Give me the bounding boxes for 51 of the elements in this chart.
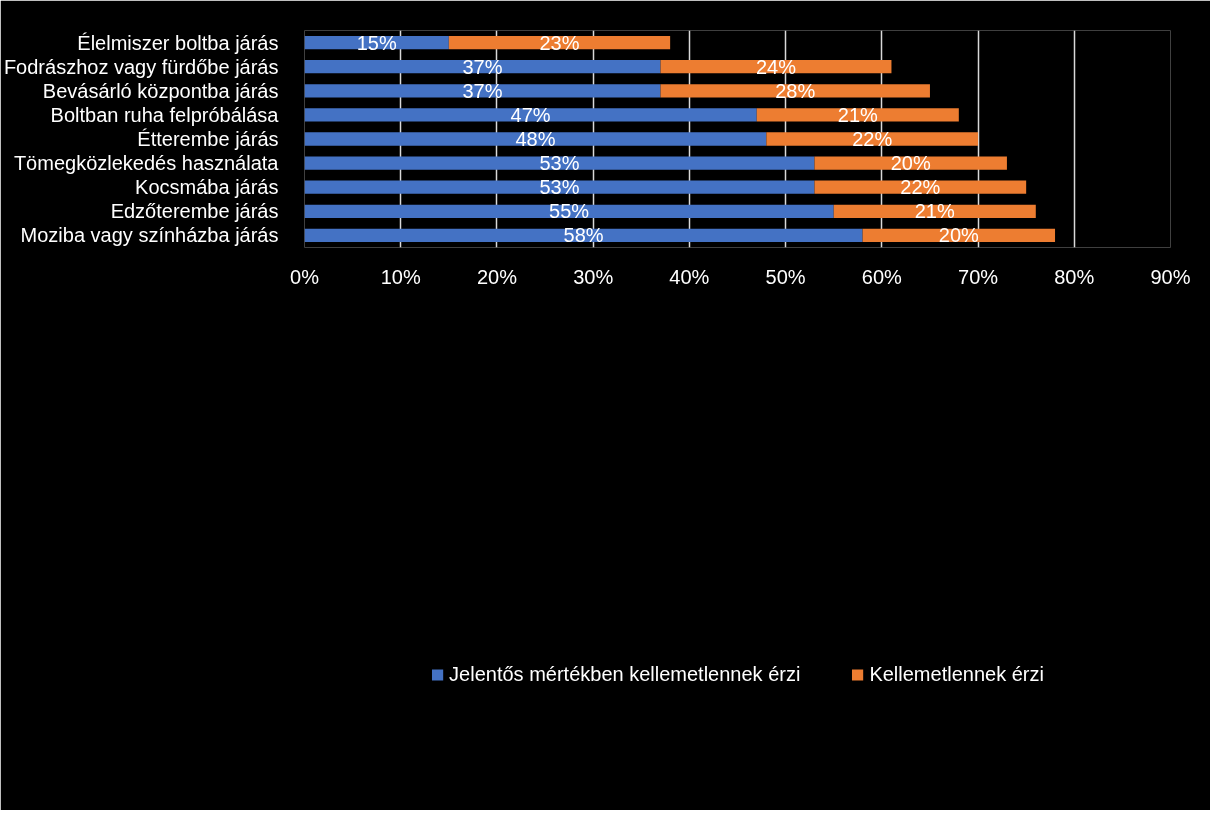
y-tick-label: Bevásárló központba járás [42, 79, 279, 102]
y-tick-label: Moziba vagy színházba járás [20, 224, 279, 247]
y-tick-label: Étterembe járás [137, 128, 279, 150]
data-label: 22% [852, 128, 893, 150]
bar [304, 228, 863, 243]
y-tick-label: Tömegközlekedés használata [13, 152, 280, 175]
data-label: 15% [356, 31, 397, 54]
bar [304, 204, 834, 218]
data-label: 20% [890, 152, 931, 175]
y-tick-label: Edzőterembe járás [110, 200, 279, 223]
bar [304, 84, 661, 98]
data-label: 58% [563, 224, 604, 247]
x-tick-label: 20% [476, 265, 518, 288]
data-label: 21% [914, 200, 955, 223]
data-label: 24% [755, 55, 797, 78]
data-label: 22% [900, 176, 941, 199]
x-tick-label: 80% [1054, 265, 1095, 288]
y-tick-label: Boltban ruha felpróbálása [50, 103, 280, 126]
data-label: 37% [462, 55, 503, 78]
legend-label: Jelentős mértékben kellemetlennek érzi [449, 662, 801, 686]
data-label: 55% [549, 200, 590, 223]
x-tick-label: 60% [861, 265, 903, 288]
y-tick-label: Élelmiszer boltba járás [77, 31, 279, 54]
x-tick-label: 30% [573, 265, 614, 288]
bar [756, 108, 959, 122]
data-label: 47% [510, 103, 551, 126]
data-label: 37% [462, 79, 503, 102]
x-tick-label: 50% [765, 265, 806, 288]
bar [304, 132, 767, 146]
legend-label: Kellemetlennek érzi [869, 662, 1044, 686]
x-tick-label: 40% [669, 265, 710, 288]
data-label: 48% [515, 128, 556, 150]
x-tick-label: 10% [380, 265, 421, 288]
x-tick-label: 90% [1150, 265, 1191, 288]
data-label: 53% [539, 176, 580, 199]
bar [660, 84, 930, 98]
data-label: 28% [775, 79, 816, 102]
bar [766, 132, 979, 146]
data-label: 23% [539, 31, 580, 54]
data-label: 20% [938, 224, 980, 247]
bar [304, 60, 661, 74]
bar [304, 156, 815, 170]
y-tick-label: Fodrászhoz vagy fürdőbe járás [3, 55, 279, 78]
x-tick-label: 0% [290, 265, 320, 288]
bar [304, 180, 815, 194]
data-label: 21% [837, 103, 879, 126]
bar [304, 108, 757, 122]
x-tick-label: 70% [958, 265, 999, 288]
data-label: 53% [539, 152, 580, 175]
bar [814, 156, 1007, 170]
y-tick-label: Kocsmába járás [135, 176, 279, 199]
